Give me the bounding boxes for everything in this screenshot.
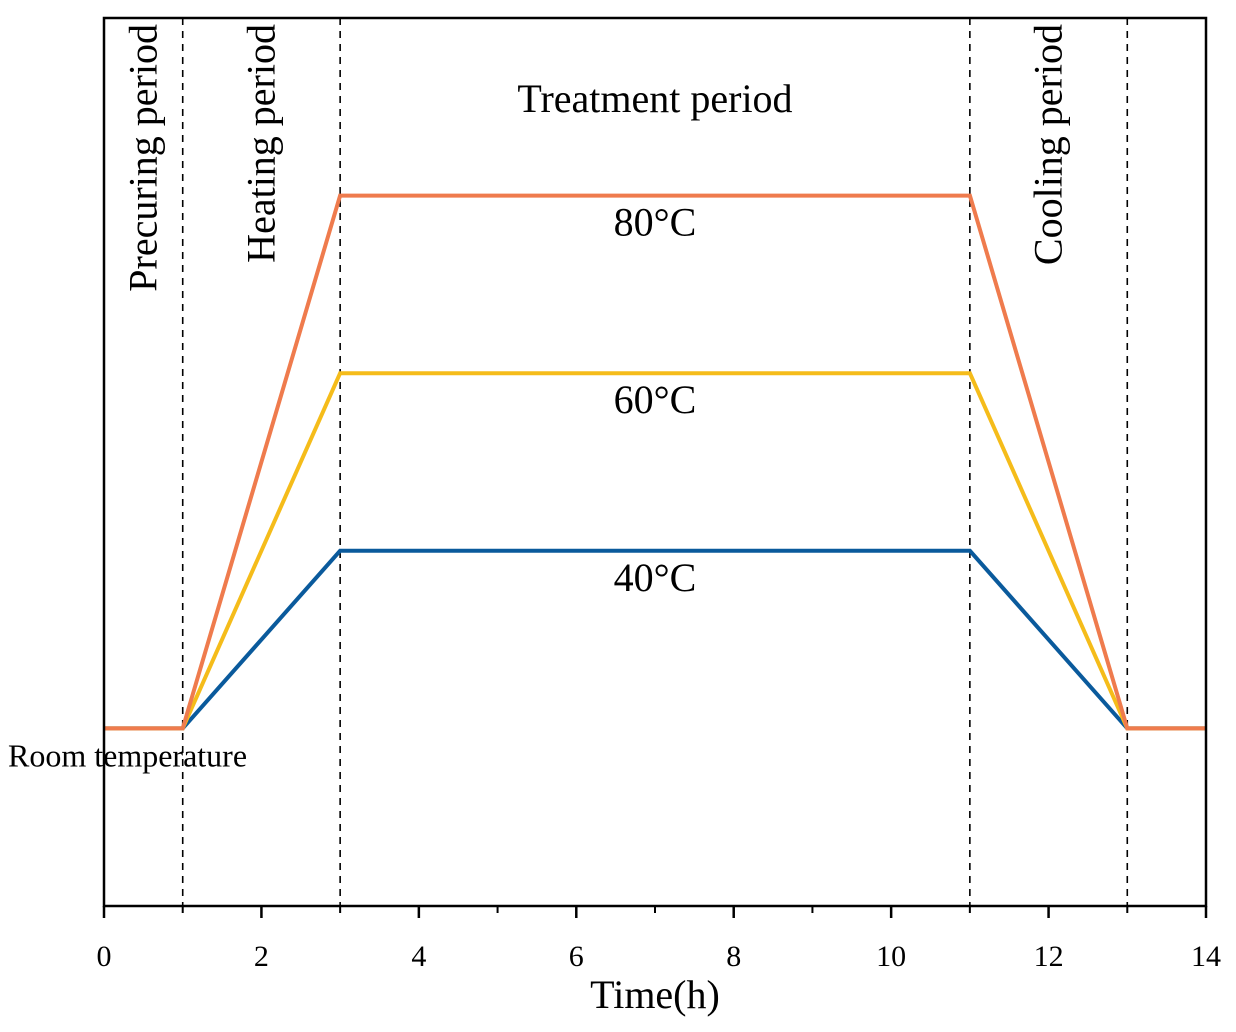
- chart-labels: Precuring period Heating period Treatment …: [8, 24, 1071, 773]
- phase-label-vertical: Heating period: [238, 24, 283, 263]
- series-label-2: 80°C: [614, 200, 697, 245]
- x-tick-label: 4: [411, 940, 426, 973]
- phase-label-vertical: Precuring period: [120, 24, 165, 292]
- phase-label-horizontal: Treatment period: [517, 76, 792, 121]
- x-tick-label: 0: [97, 940, 112, 973]
- series-label-1: 60°C: [614, 377, 697, 422]
- x-tick-label: 12: [1034, 940, 1064, 973]
- x-axis-title: Time(h): [590, 972, 720, 1017]
- room-temperature-label: Room temperature: [8, 737, 247, 773]
- x-tick-label: 14: [1191, 940, 1221, 973]
- x-tick-label: 10: [876, 940, 906, 973]
- phase-boundaries: [181, 18, 1129, 906]
- phase-label-vertical: Cooling period: [1026, 24, 1071, 265]
- series-line-2: [104, 193, 1206, 731]
- x-tick-label: 8: [726, 940, 741, 973]
- x-tick-label: 2: [254, 940, 269, 973]
- series-label-0: 40°C: [614, 555, 697, 600]
- axes: 0 2 4 6 8 10 12 14 Time(h): [97, 16, 1221, 1017]
- series-lines: [104, 193, 1206, 731]
- x-tick-label: 6: [569, 940, 584, 973]
